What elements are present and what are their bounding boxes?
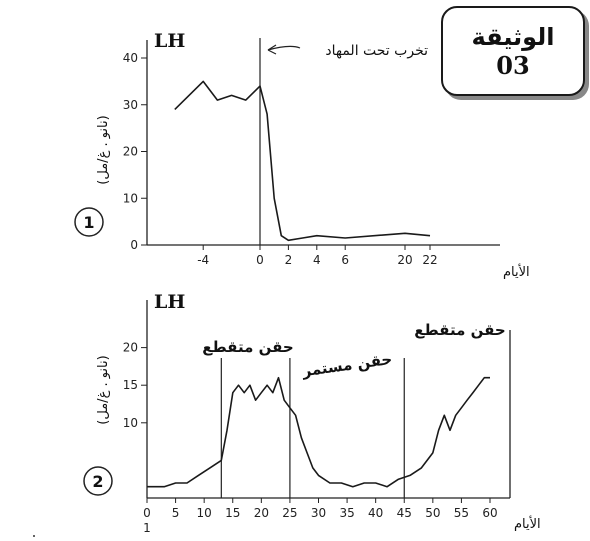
document-label-title: الوثيقة (471, 23, 555, 51)
chart2-y-tick-label: 10 (123, 416, 138, 430)
chart2-number-circle (83, 466, 113, 496)
chart2-x-tick-label: 25 (282, 506, 297, 520)
chart2-x-tick-label: 15 (225, 506, 240, 520)
chart1-x-tick-label: 20 (397, 253, 412, 267)
chart1-y-tick-label: 10 (123, 191, 138, 205)
chart1-x-tick-label: 22 (422, 253, 437, 267)
chart1-x-tick-label: 2 (285, 253, 293, 267)
chart1-y-tick-label: 40 (123, 51, 138, 65)
chart1-y-tick-label: 30 (123, 98, 138, 112)
document-label-number: 03 (496, 51, 530, 80)
chart2-annotation-3: حقن متقطع (414, 321, 505, 339)
chart2-x-tick-label: 60 (482, 506, 497, 520)
chart2-series-line (147, 376, 490, 488)
chart2-y-tick-label: 20 (123, 341, 138, 355)
chart1-annotation-arrowhead (267, 44, 277, 55)
chart2-x-tick-label: 40 (368, 506, 383, 520)
chart2-x-tick-label: 55 (454, 506, 469, 520)
chart1-annotation-text: تخرب تحت المهاد (325, 43, 428, 59)
chart2-x-tick-label: 20 (254, 506, 269, 520)
chart2-title: LH (154, 291, 185, 313)
chart1-number-circle (74, 207, 104, 237)
chart2-x-tick-label: 0 (143, 506, 151, 520)
chart2-x-axis-label: الأيام (514, 515, 541, 532)
chart1-title: LH (154, 30, 185, 52)
chart2-x-tick-label: 5 (172, 506, 180, 520)
chart1-number: 1 (83, 213, 94, 232)
chart1-y-tick-label: 20 (123, 145, 138, 159)
document-label-box: الوثيقة 03 (441, 6, 585, 96)
chart1-annotation-arrow (267, 45, 301, 51)
chart2-x-tick-label: 45 (397, 506, 412, 520)
chart2-x-tick-label: 50 (425, 506, 440, 520)
chart1-x-tick-label: 6 (341, 253, 349, 267)
chart1-x-axis-label: الأيام (503, 263, 530, 280)
chart1-x-tick-label: -4 (197, 253, 209, 267)
chart1-y-axis-label: (نانو . غ/مل) (96, 115, 111, 184)
chart2-frame (33, 300, 511, 537)
chart1-x-tick-label: 4 (313, 253, 321, 267)
chart2-y-tick-label: 15 (123, 378, 138, 392)
chart2-annotation-2: حقن مستمر (300, 350, 393, 381)
chart1-series-line (174, 80, 431, 242)
chart2-x-tick-label: 10 (197, 506, 212, 520)
chart2-x-origin-label: 1 (143, 521, 151, 535)
chart2-y-axis-label: (نانو . غ/مل) (96, 355, 111, 424)
chart2-origin-dot (33, 535, 35, 537)
chart1-x-tick-label: 0 (256, 253, 264, 267)
chart2-x-tick-label: 30 (311, 506, 326, 520)
chart2-annotation-1: حقن متقطع (202, 338, 293, 356)
chart1-frame (146, 38, 500, 246)
chart2-x-tick-label: 35 (339, 506, 354, 520)
chart2-number: 2 (92, 472, 103, 491)
chart1-y-tick-label: 0 (130, 238, 138, 252)
